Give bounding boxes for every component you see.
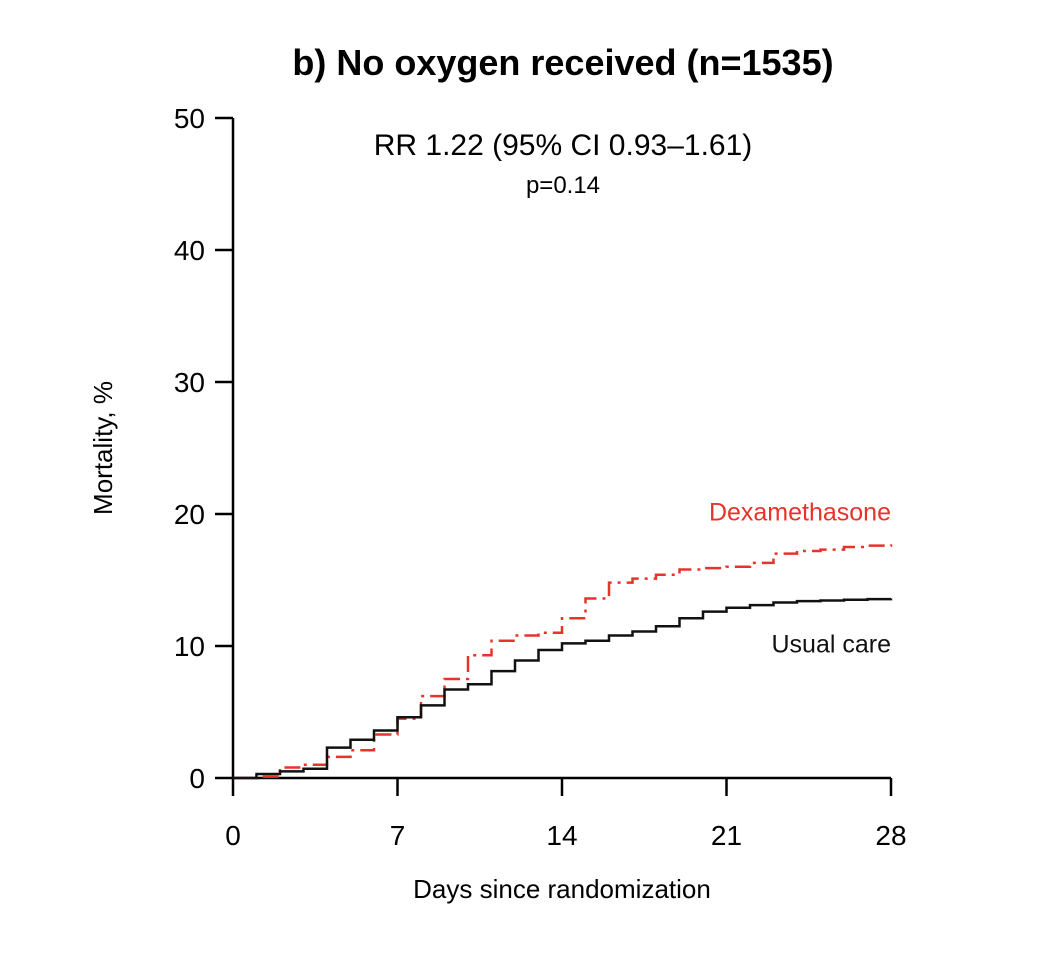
x-tick-label: 0 — [225, 820, 241, 851]
y-tick-label: 40 — [174, 235, 205, 266]
x-tick-label: 21 — [711, 820, 742, 851]
y-tick-label: 0 — [189, 763, 205, 794]
axes: 0 10 20 30 40 50 0 7 14 21 28 — [174, 103, 907, 851]
chart-title: b) No oxygen received (n=1535) — [292, 42, 833, 83]
y-tick-label: 30 — [174, 367, 205, 398]
x-axis-label: Days since randomization — [413, 874, 711, 904]
series-line-usual-care — [233, 597, 893, 780]
rr-annotation: RR 1.22 (95% CI 0.93–1.61) — [374, 129, 753, 162]
y-tick-label: 20 — [174, 499, 205, 530]
x-tick-label: 28 — [875, 820, 906, 851]
series-labels: Dexamethasone Usual care — [709, 499, 891, 659]
x-tick-label: 7 — [390, 820, 406, 851]
y-tick-label: 10 — [174, 631, 205, 662]
series-layer — [233, 544, 893, 780]
series-line-dexamethasone — [233, 544, 893, 780]
series-label-usual-care: Usual care — [772, 631, 892, 659]
x-tick-label: 14 — [546, 820, 577, 851]
y-axis-label: Mortality, % — [88, 381, 118, 515]
y-tick-label: 50 — [174, 103, 205, 134]
p-value-annotation: p=0.14 — [526, 172, 600, 199]
series-label-dexamethasone: Dexamethasone — [709, 499, 891, 527]
